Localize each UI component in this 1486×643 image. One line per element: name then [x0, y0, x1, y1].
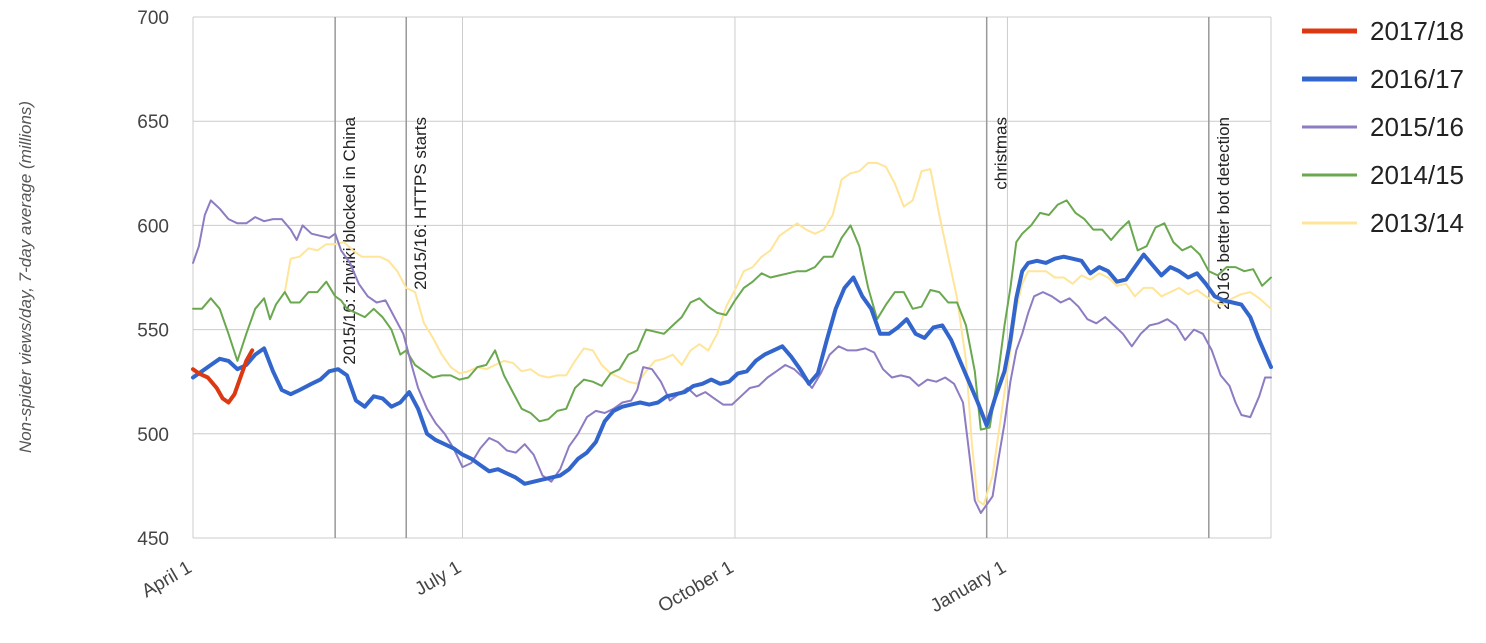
legend: 2017/18 2016/17 2015/16 2014/15 2013/14	[1302, 16, 1464, 238]
legend-label: 2014/15	[1370, 160, 1464, 190]
series-line-2016-17	[191, 252, 1273, 486]
series-line-2017-18	[191, 348, 255, 405]
series-line-2013-14	[283, 161, 1272, 506]
y-tick-label: 600	[137, 216, 169, 237]
y-tick-label: 450	[137, 529, 169, 550]
annotation-label: 2016: better bot detection	[1214, 117, 1233, 310]
legend-label: 2017/18	[1370, 16, 1464, 46]
annotation-label: 2015/16: HTTPS starts	[411, 117, 430, 290]
legend-label: 2013/14	[1370, 208, 1464, 238]
gridlines	[192, 16, 1272, 539]
x-axis-ticks: April 1 July 1 October 1 January 1	[138, 557, 1010, 617]
series-lines	[191, 161, 1273, 514]
series-line-2015-16	[192, 199, 1272, 514]
x-tick-label: April 1	[138, 557, 195, 602]
legend-label: 2016/17	[1370, 64, 1464, 94]
x-tick-label: October 1	[655, 557, 738, 617]
x-tick-label: July 1	[412, 557, 465, 600]
y-tick-label: 500	[137, 425, 169, 446]
legend-label: 2015/16	[1370, 112, 1464, 142]
y-axis-ticks: 450 500 550 600 650 700	[137, 8, 169, 550]
annotation-lines: 2015/16: zhwiki blocked in China 2015/16:…	[334, 17, 1233, 538]
y-tick-label: 550	[137, 321, 169, 342]
x-tick-label: January 1	[927, 557, 1010, 617]
y-axis-label: Non-spider views/day, 7-day average (mil…	[16, 101, 35, 453]
series-line-2014-15	[192, 199, 1272, 431]
y-tick-label: 650	[137, 112, 169, 133]
annotation-label: 2015/16: zhwiki blocked in China	[340, 116, 359, 364]
annotation-label: christmas	[992, 117, 1011, 190]
y-tick-label: 700	[137, 8, 169, 29]
